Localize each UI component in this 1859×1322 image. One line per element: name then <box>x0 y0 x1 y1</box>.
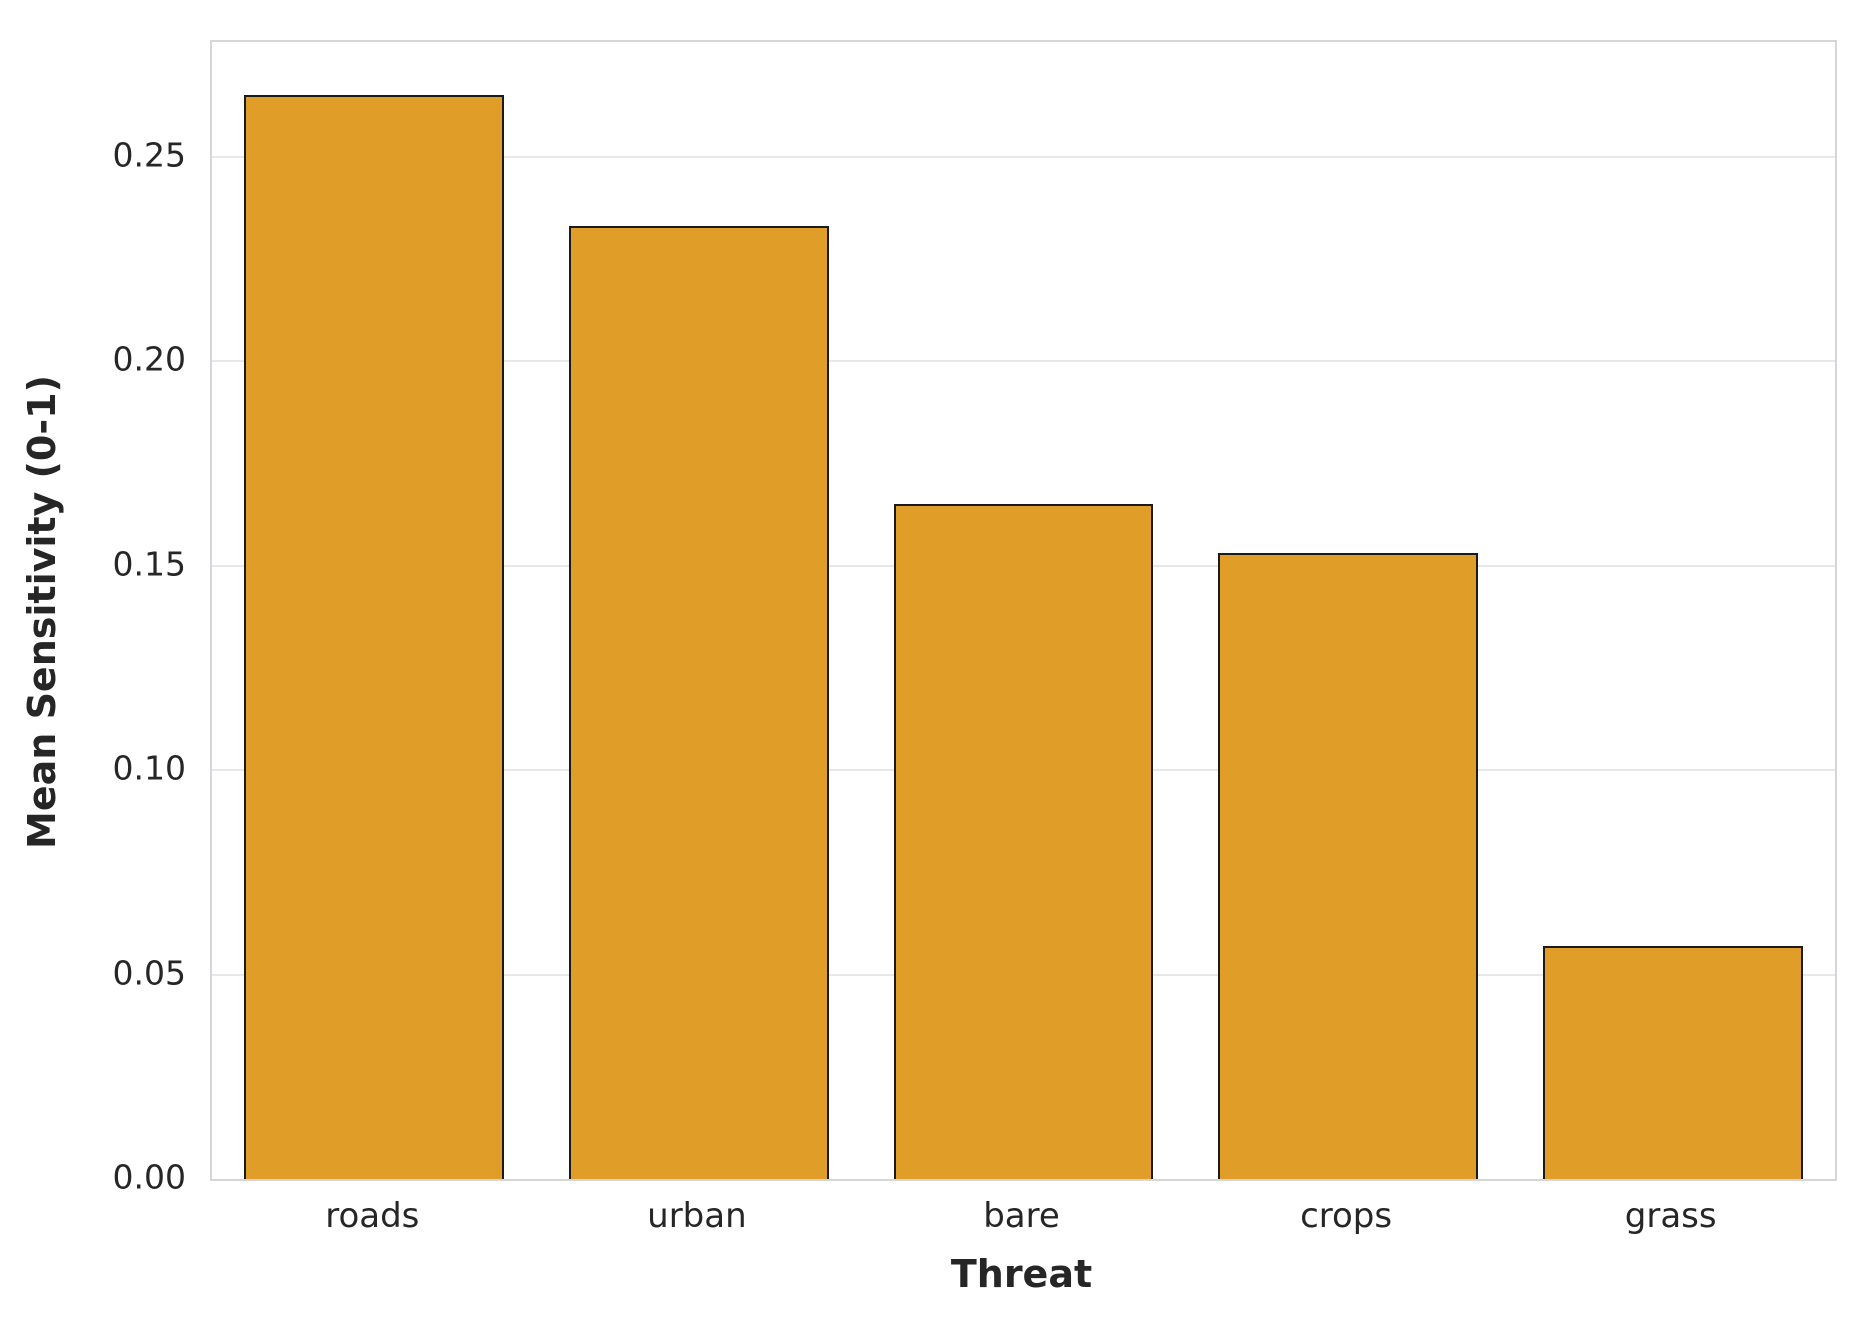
y-tick-label: 0.10 <box>112 748 186 788</box>
bar-bare <box>893 504 1154 1179</box>
x-tick-label-crops: crops <box>1300 1196 1393 1236</box>
y-tick-label: 0.25 <box>112 135 186 175</box>
x-tick-label-roads: roads <box>325 1196 420 1236</box>
x-tick-label-bare: bare <box>983 1196 1060 1236</box>
x-tick-label-grass: grass <box>1624 1196 1717 1236</box>
y-tick-label: 0.15 <box>112 544 186 583</box>
y-tick-label: 0.05 <box>112 953 186 992</box>
x-axis-tick-labels: roads urban bare crops grass <box>210 1196 1833 1246</box>
gridline-0.20 <box>212 360 1835 363</box>
y-tick-label: 0.20 <box>112 339 186 379</box>
y-tick-label: 0.00 <box>112 1157 186 1197</box>
plot-area <box>210 40 1837 1181</box>
bar-roads <box>244 95 505 1179</box>
bar-grass <box>1542 945 1803 1179</box>
bar-urban <box>569 226 829 1179</box>
x-axis-title: Threat <box>950 1252 1093 1296</box>
y-axis-tick-labels: 0.00 0.05 0.10 0.15 0.20 0.25 <box>0 40 186 1196</box>
gridline-0.25 <box>212 155 1835 158</box>
bar-crops <box>1218 553 1478 1179</box>
x-tick-label-urban: urban <box>647 1196 747 1236</box>
